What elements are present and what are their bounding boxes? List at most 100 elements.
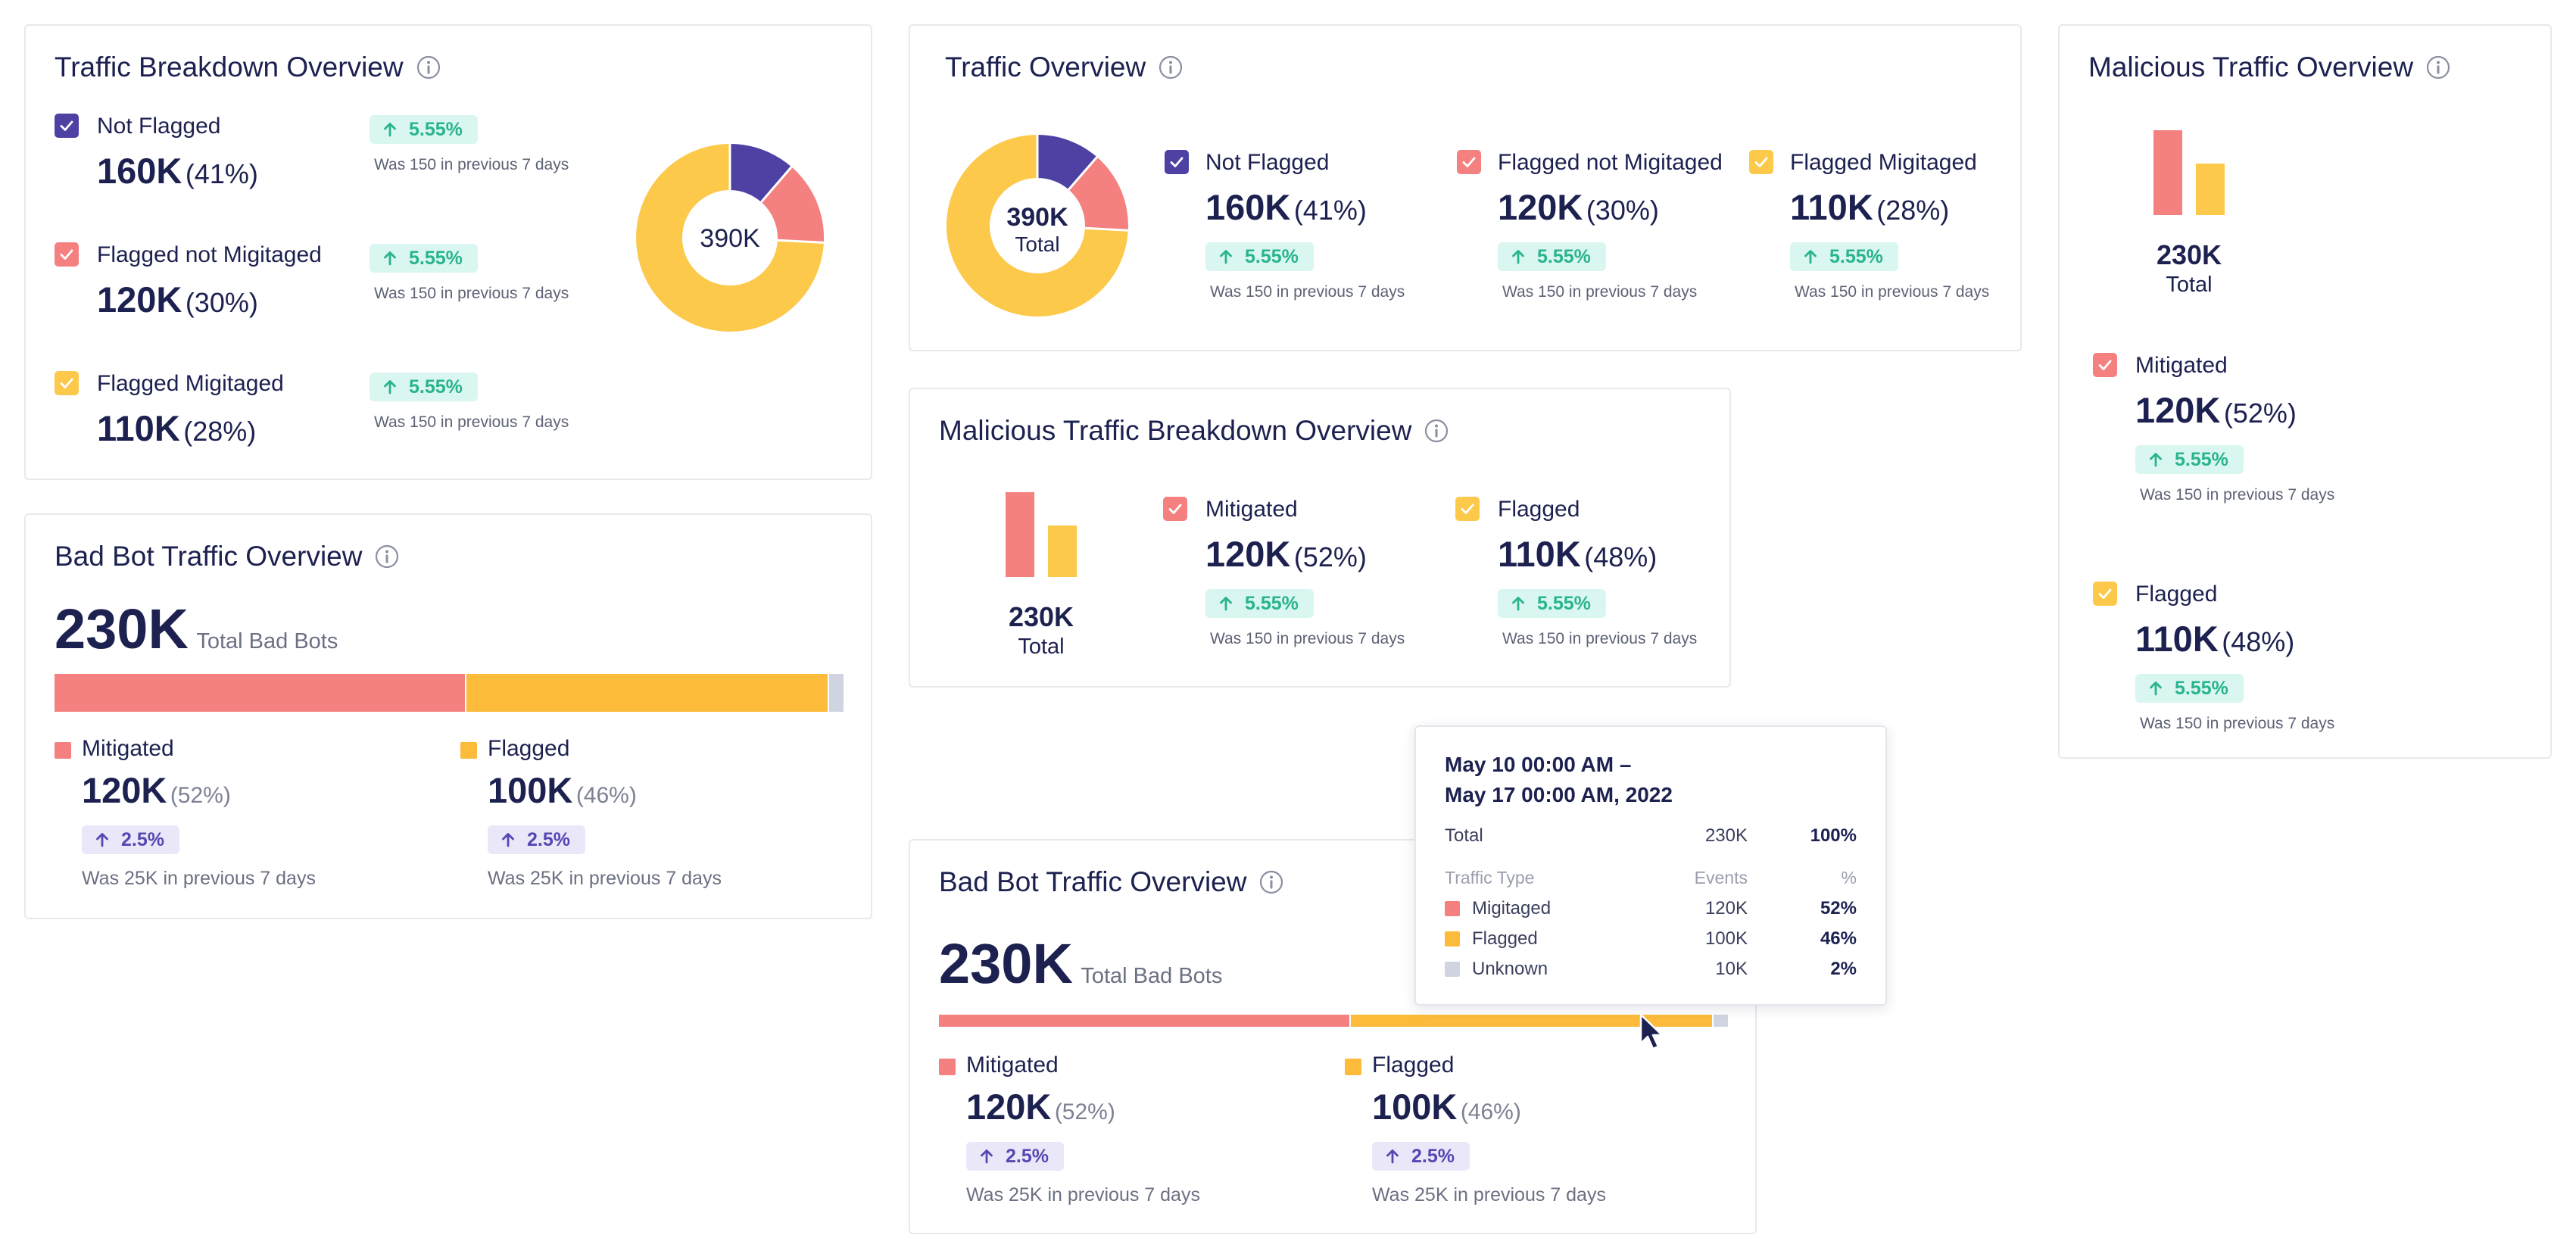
change-badge: 5.55%: [2135, 674, 2244, 703]
arrow-up-icon: [382, 121, 398, 138]
info-icon[interactable]: [374, 544, 400, 569]
tooltip-row-events: 100K: [1704, 928, 1748, 949]
arrow-up-icon: [500, 831, 516, 848]
arrow-up-icon: [1218, 595, 1234, 612]
tooltip-row-label: Unknown: [1472, 959, 1548, 979]
total-bad-bots: 230K Total Bad Bots: [939, 932, 1223, 995]
bar-segment-unknown[interactable]: [1712, 1015, 1728, 1027]
total-value: 230K: [2156, 239, 2222, 270]
legend-value: 110K (48%): [1498, 534, 1658, 574]
tooltip-swatch: [1445, 931, 1460, 947]
stacked-bar[interactable]: [939, 1015, 1728, 1027]
donut-slice-flagged-not-mitigated[interactable]: [761, 167, 825, 243]
legend-label: Flagged not Migitaged: [97, 242, 322, 267]
bar-mitigated[interactable]: [1006, 492, 1034, 577]
malicious-breakdown-card: Malicious Traffic Breakdown Overview 230…: [909, 388, 1731, 688]
tooltip-total-label: Total: [1445, 825, 1483, 846]
info-icon[interactable]: [1158, 55, 1184, 80]
previous-period-text: Was 150 in previous 7 days: [1502, 283, 1698, 301]
bar-flagged[interactable]: [2196, 164, 2225, 215]
tooltip-col-pct: %: [1841, 868, 1857, 887]
info-icon[interactable]: [1424, 418, 1449, 444]
legend-value: 110K (28%): [1790, 187, 1950, 227]
donut-slice-flagged-mitigated[interactable]: [946, 135, 1128, 317]
card-title: Traffic Breakdown Overview: [55, 51, 441, 83]
bar-segment-flagged[interactable]: [464, 674, 828, 712]
legend-value: 120K (52%): [82, 770, 231, 810]
tooltip-row-pct: 2%: [1830, 959, 1857, 979]
title-text: Bad Bot Traffic Overview: [939, 866, 1247, 897]
legend-swatch: [1345, 1059, 1361, 1075]
title-text: Bad Bot Traffic Overview: [55, 541, 363, 572]
donut-slice-flagged-mitigated[interactable]: [636, 144, 824, 332]
tooltip-swatch: [1445, 962, 1460, 977]
legend-value: 120K (52%): [966, 1087, 1115, 1127]
flagged-checkbox[interactable]: [2093, 582, 2117, 606]
change-badge: 5.55%: [1790, 242, 1898, 271]
previous-period-text: Was 25K in previous 7 days: [488, 868, 722, 889]
legend-label: Mitigated: [82, 736, 174, 761]
legend-label: Mitigated: [2135, 353, 2228, 378]
check-icon: [58, 245, 76, 264]
bar-mitigated[interactable]: [2153, 130, 2182, 215]
legend-label: Flagged: [2135, 582, 2218, 607]
previous-period-text: Was 25K in previous 7 days: [1372, 1184, 1606, 1205]
tooltip-total-events: 230K: [1704, 825, 1748, 846]
check-icon: [2096, 585, 2114, 603]
flagged-checkbox[interactable]: [1455, 497, 1480, 521]
bar-segment-mitigated[interactable]: [55, 674, 465, 712]
change-badge: 2.5%: [82, 825, 179, 854]
flagged-not-mitigated-checkbox[interactable]: [55, 242, 79, 267]
donut-chart[interactable]: 390K: [633, 141, 827, 335]
tooltip-col-type: Traffic Type: [1445, 868, 1535, 887]
change-badge: 5.55%: [2135, 445, 2244, 474]
not-flagged-checkbox[interactable]: [1165, 150, 1189, 174]
tooltip-row-label: Migitaged: [1472, 898, 1552, 918]
stacked-bar[interactable]: [55, 674, 844, 712]
info-icon[interactable]: [1258, 869, 1284, 895]
traffic-overview-card: Traffic Overview 390K Total Not Flagged …: [909, 24, 2022, 351]
change-badge: 2.5%: [1372, 1142, 1470, 1171]
bar-tooltip: May 10 00:00 AM – May 17 00:00 AM, 2022 …: [1414, 725, 1887, 1006]
mitigated-checkbox[interactable]: [2093, 353, 2117, 377]
arrow-up-icon: [1384, 1148, 1401, 1165]
donut-slice-not-flagged[interactable]: [730, 144, 792, 202]
donut-slice-not-flagged[interactable]: [1037, 135, 1097, 190]
legend-value: 120K (30%): [97, 279, 258, 320]
arrow-up-icon: [382, 250, 398, 267]
not-flagged-checkbox[interactable]: [55, 114, 79, 138]
previous-period-text: Was 150 in previous 7 days: [2140, 715, 2335, 732]
legend-value: 120K (30%): [1498, 187, 1659, 227]
legend-swatch: [460, 742, 477, 759]
legend-label: Flagged Migitaged: [97, 371, 284, 396]
check-icon: [1458, 500, 1477, 518]
tooltip-row-events: 120K: [1704, 898, 1748, 918]
check-icon: [58, 374, 76, 392]
bar-segment-mitigated[interactable]: [939, 1015, 1349, 1027]
legend-value: 120K (52%): [2135, 390, 2297, 430]
malicious-overview-card: Malicious Traffic Overview 230K Total Mi…: [2058, 24, 2552, 759]
previous-period-text: Was 150 in previous 7 days: [1210, 630, 1405, 647]
tooltip-swatch: [1445, 901, 1460, 916]
card-title: Traffic Overview: [945, 51, 1184, 83]
donut-center-value: 390K: [1006, 203, 1068, 232]
previous-period-text: Was 150 in previous 7 days: [1795, 283, 1990, 301]
donut-chart[interactable]: 390K Total: [943, 132, 1131, 320]
donut-center-value: 390K: [700, 224, 760, 253]
change-badge: 2.5%: [966, 1142, 1064, 1171]
arrow-up-icon: [1510, 595, 1527, 612]
bar-flagged[interactable]: [1048, 526, 1077, 577]
info-icon[interactable]: [2425, 55, 2451, 80]
change-badge: 5.55%: [370, 244, 478, 273]
card-title: Bad Bot Traffic Overview: [939, 866, 1284, 898]
flagged-not-mitigated-checkbox[interactable]: [1457, 150, 1481, 174]
flagged-mitigated-checkbox[interactable]: [55, 371, 79, 395]
info-icon[interactable]: [416, 55, 441, 80]
bar-segment-unknown[interactable]: [828, 674, 844, 712]
tooltip-row-label: Flagged: [1472, 928, 1538, 949]
title-text: Traffic Overview: [945, 51, 1146, 83]
flagged-mitigated-checkbox[interactable]: [1749, 150, 1773, 174]
bar-segment-flagged[interactable]: [1349, 1015, 1713, 1027]
donut-slice-flagged-not-mitigated[interactable]: [1068, 157, 1128, 231]
mitigated-checkbox[interactable]: [1163, 497, 1187, 521]
